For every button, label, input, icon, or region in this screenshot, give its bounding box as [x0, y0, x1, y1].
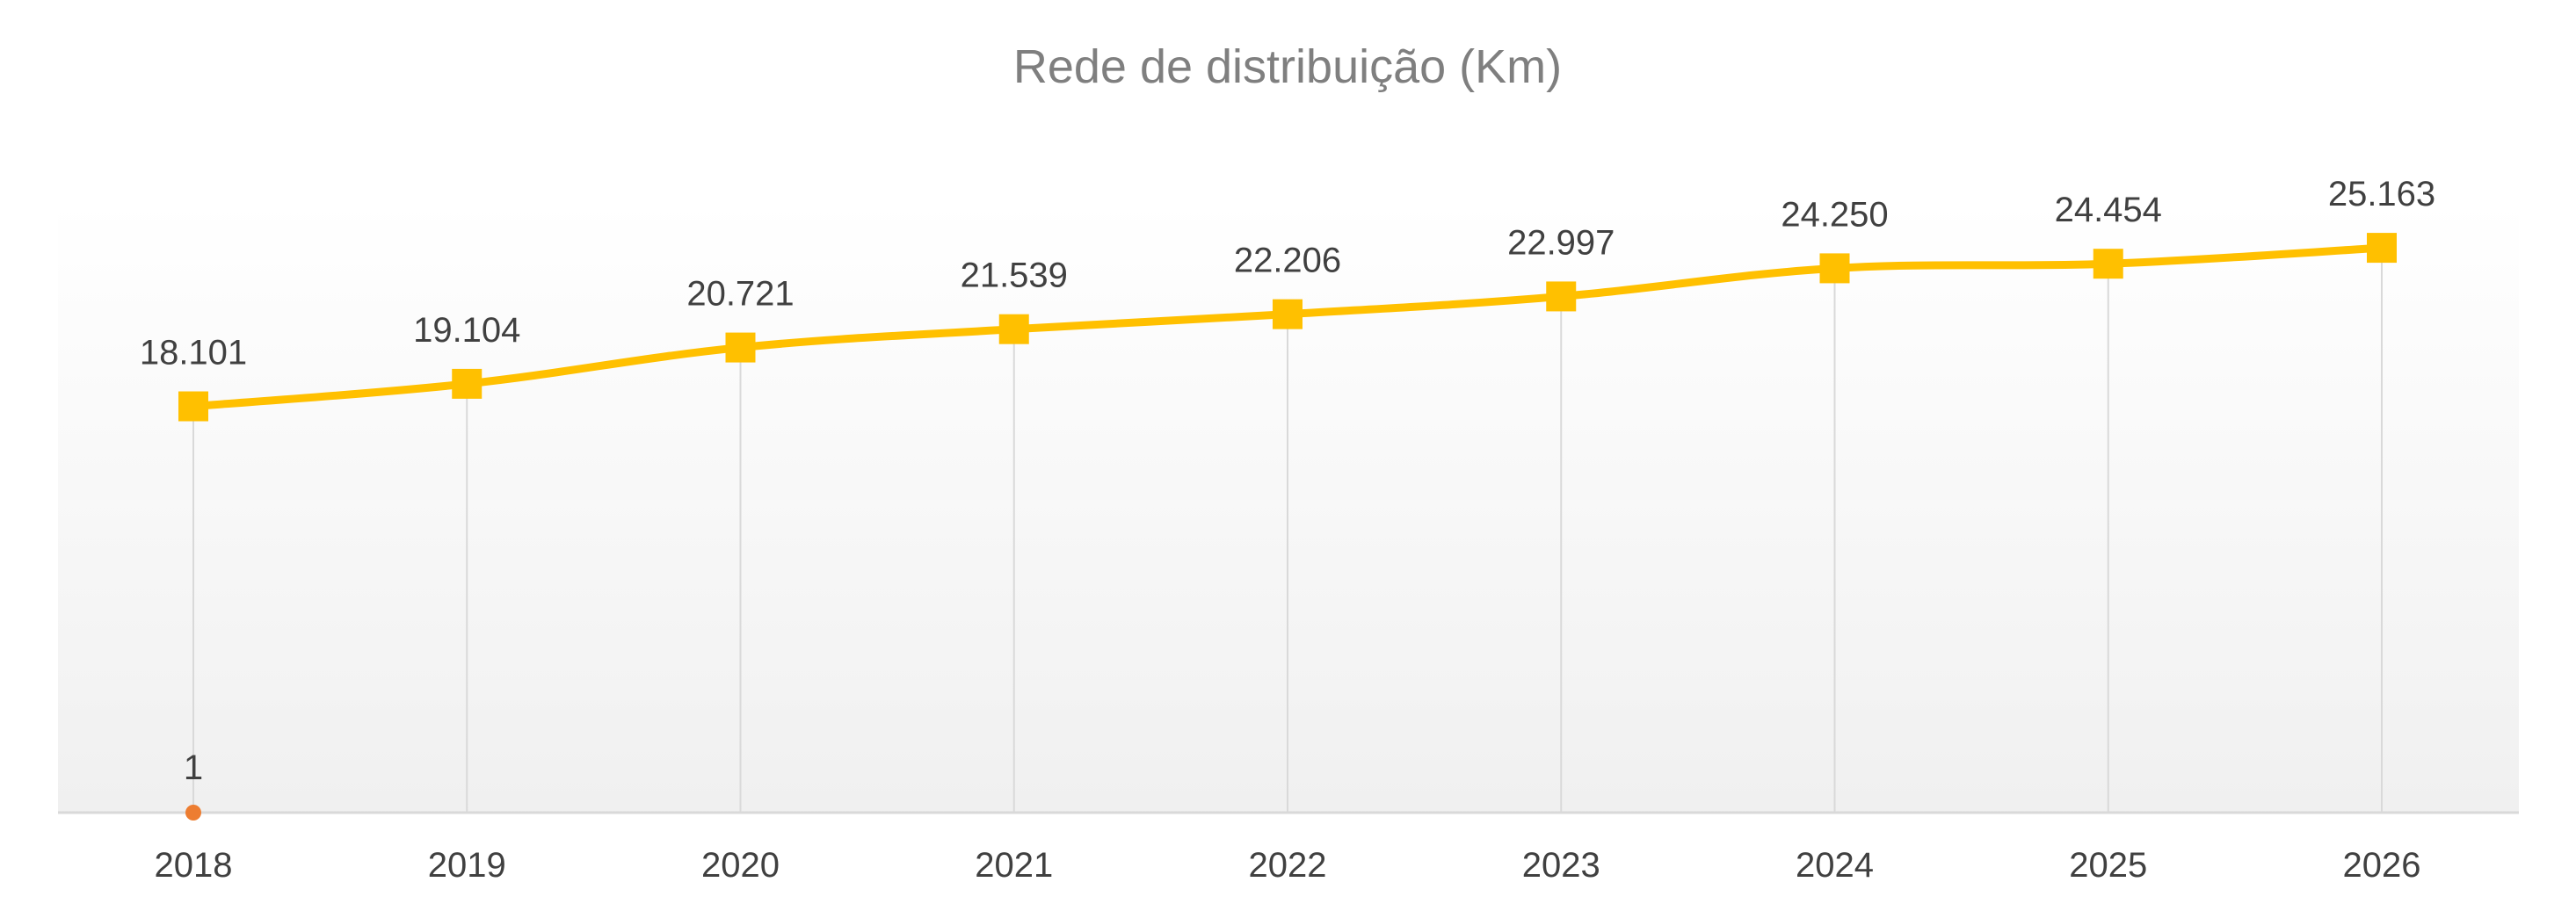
data-label: 24.250: [1781, 195, 1888, 234]
drop-lines: [192, 248, 2383, 813]
x-tick-label: 2025: [2069, 846, 2147, 885]
data-point-marker: [178, 391, 208, 422]
data-label: 21.539: [961, 257, 1068, 295]
data-label: 25.163: [2328, 175, 2435, 213]
x-tick-label: 2023: [1522, 846, 1600, 885]
data-label: 19.104: [413, 311, 520, 350]
data-point-marker: [185, 805, 201, 821]
data-point-marker: [2093, 249, 2123, 279]
data-label: 24.454: [2055, 191, 2162, 229]
x-tick-label: 2020: [701, 846, 780, 885]
x-tick-label: 2024: [1796, 846, 1874, 885]
x-tick-label: 2018: [155, 846, 233, 885]
x-tick-label: 2021: [975, 846, 1053, 885]
data-point-marker: [1546, 281, 1577, 312]
x-tick-label: 2022: [1249, 846, 1327, 885]
data-label: 20.721: [686, 275, 794, 314]
data-point-marker: [2367, 233, 2397, 264]
x-tick-label: 2026: [2343, 846, 2421, 885]
data-label: 22.997: [1507, 223, 1615, 262]
x-tick-label: 2019: [428, 846, 506, 885]
data-point-marker: [725, 332, 756, 363]
data-label: 18.101: [140, 334, 247, 372]
data-point-marker: [1273, 299, 1303, 329]
data-label: 22.206: [1234, 242, 1341, 280]
data-point-marker: [452, 368, 483, 399]
chart-title: Rede de distribuição (Km): [1013, 40, 1562, 93]
data-label: 1: [184, 748, 203, 787]
series-layer: 18.101 19.104 20.721 21.539 22.206 22.997 24.2…: [140, 175, 2435, 821]
x-axis-tick-labels: 2018 2019 2020 2021 2022 2023 2024 2025 2026: [155, 846, 2421, 885]
data-point-marker: [998, 314, 1029, 344]
data-point-marker: [1819, 253, 1850, 284]
